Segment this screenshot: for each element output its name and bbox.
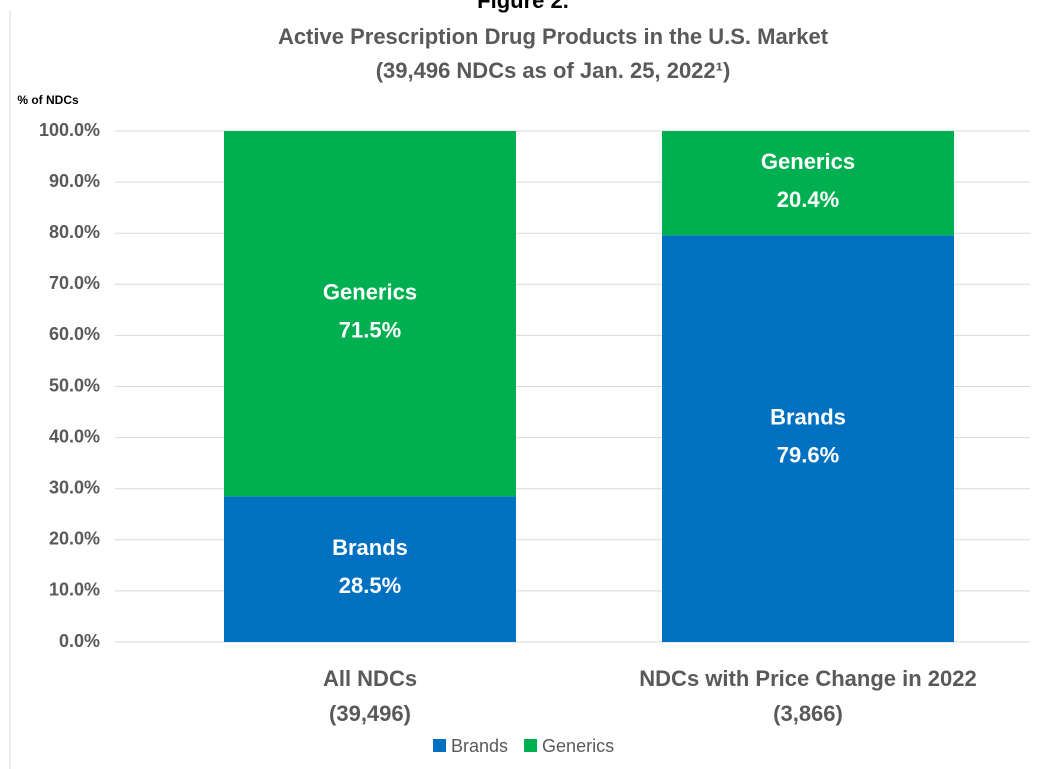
y-tick-label: 40.0%	[49, 426, 100, 446]
data-label: 79.6%	[777, 442, 839, 467]
segment-name: Brands	[332, 535, 408, 560]
chart-subtitle: (39,496 NDCs as of Jan. 25, 2022¹)	[376, 58, 731, 83]
figure-label: Figure 2.	[477, 0, 569, 13]
bar-segment	[662, 235, 954, 642]
y-tick-label: 30.0%	[49, 477, 100, 497]
data-label: 71.5%	[339, 317, 401, 342]
y-tick-label: 20.0%	[49, 529, 100, 549]
y-tick-label: 80.0%	[49, 222, 100, 242]
y-tick-label: 10.0%	[49, 580, 100, 600]
segment-name: Generics	[323, 279, 417, 304]
y-tick-label: 60.0%	[49, 324, 100, 344]
bar-segment	[224, 496, 516, 642]
legend-swatch	[524, 739, 538, 752]
data-label: 28.5%	[339, 573, 401, 598]
x-tick-label: (39,496)	[329, 701, 411, 726]
y-tick-label: 0.0%	[59, 631, 100, 651]
bar-segment	[662, 131, 954, 236]
segment-name: Generics	[761, 149, 855, 174]
data-label: 20.4%	[777, 187, 839, 212]
legend-label: Generics	[542, 736, 614, 756]
y-tick-label: 100.0%	[39, 120, 100, 140]
bar-segment	[224, 131, 516, 497]
y-tick-label: 70.0%	[49, 273, 100, 293]
y-axis-label: % of NDCs	[17, 93, 79, 107]
x-tick-label: (3,866)	[773, 701, 843, 726]
x-tick-label: NDCs with Price Change in 2022	[639, 666, 976, 691]
y-tick-label: 50.0%	[49, 375, 100, 395]
x-tick-label: All NDCs	[323, 666, 417, 691]
segment-name: Brands	[770, 404, 846, 429]
legend-swatch	[433, 739, 446, 752]
chart-title: Active Prescription Drug Products in the…	[278, 24, 829, 49]
y-tick-label: 90.0%	[49, 171, 100, 191]
legend-label: Brands	[451, 736, 508, 756]
